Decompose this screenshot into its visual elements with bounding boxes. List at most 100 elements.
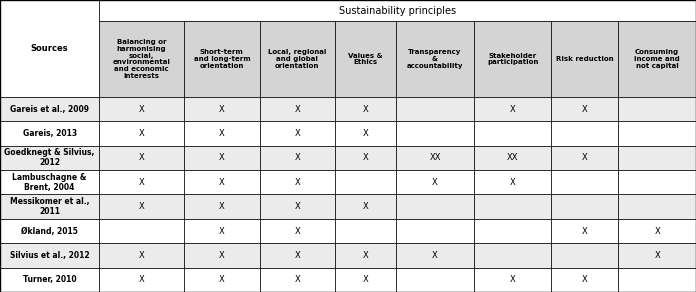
Bar [260, 194, 335, 219]
Bar [100, 194, 184, 219]
Bar [184, 146, 260, 170]
Text: X: X [582, 227, 588, 236]
Bar [184, 21, 260, 97]
Bar [260, 267, 335, 292]
Bar [0, 170, 100, 194]
Bar [260, 170, 335, 194]
Text: Local, regional
and global
orientation: Local, regional and global orientation [268, 49, 326, 69]
Bar [335, 243, 396, 267]
Bar [260, 146, 335, 170]
Text: Lambuschagne &
Brent, 2004: Lambuschagne & Brent, 2004 [13, 173, 87, 192]
Bar [184, 97, 260, 121]
Bar [260, 97, 335, 121]
Bar [184, 170, 260, 194]
Bar [551, 21, 618, 97]
Text: X: X [509, 178, 516, 187]
Bar [396, 267, 474, 292]
Text: X: X [139, 251, 145, 260]
Bar [260, 243, 335, 267]
Bar [396, 97, 474, 121]
Text: X: X [363, 251, 368, 260]
Bar [474, 21, 551, 97]
Bar [0, 219, 100, 243]
Bar [618, 146, 696, 170]
Text: X: X [294, 275, 300, 284]
Text: X: X [139, 129, 145, 138]
Text: Values &
Ethics: Values & Ethics [348, 53, 383, 65]
Bar [396, 219, 474, 243]
Text: X: X [294, 129, 300, 138]
Text: X: X [432, 251, 438, 260]
Bar [618, 21, 696, 97]
Bar [184, 243, 260, 267]
Text: Consuming
income and
not capital: Consuming income and not capital [634, 49, 680, 69]
Bar [474, 97, 551, 121]
Bar [474, 146, 551, 170]
Bar [335, 21, 396, 97]
Text: XX: XX [429, 153, 441, 162]
Text: X: X [139, 275, 145, 284]
Bar [474, 170, 551, 194]
Text: X: X [219, 129, 225, 138]
Bar [184, 219, 260, 243]
Bar [551, 194, 618, 219]
Text: Gareis et al., 2009: Gareis et al., 2009 [10, 105, 89, 114]
Bar [0, 194, 100, 219]
Text: X: X [294, 251, 300, 260]
Text: X: X [219, 105, 225, 114]
Text: X: X [294, 202, 300, 211]
Text: Balancing or
harmonising
social,
environmental
and economic
interests: Balancing or harmonising social, environ… [113, 39, 171, 79]
Text: X: X [139, 178, 145, 187]
Bar [260, 219, 335, 243]
Bar [335, 170, 396, 194]
Bar [474, 194, 551, 219]
Text: X: X [582, 153, 588, 162]
Text: X: X [139, 105, 145, 114]
Text: X: X [219, 227, 225, 236]
Bar [100, 267, 184, 292]
Bar [100, 219, 184, 243]
Bar [474, 243, 551, 267]
Text: Turner, 2010: Turner, 2010 [23, 275, 77, 284]
Text: XX: XX [507, 153, 519, 162]
Text: Gareis, 2013: Gareis, 2013 [22, 129, 77, 138]
Text: Messikomer et al.,
2011: Messikomer et al., 2011 [10, 197, 89, 216]
Bar [260, 121, 335, 146]
Text: X: X [219, 275, 225, 284]
Bar [0, 267, 100, 292]
Bar [396, 170, 474, 194]
Bar [335, 97, 396, 121]
Text: Short-term
and long-term
orientation: Short-term and long-term orientation [193, 49, 250, 69]
Bar [0, 146, 100, 170]
Text: Sources: Sources [31, 44, 68, 53]
Bar [100, 243, 184, 267]
Bar [100, 121, 184, 146]
Text: X: X [219, 251, 225, 260]
Text: Goedknegt & Silvius,
2012: Goedknegt & Silvius, 2012 [4, 148, 95, 167]
Text: X: X [509, 275, 516, 284]
Bar [396, 243, 474, 267]
Bar [618, 121, 696, 146]
Text: X: X [582, 105, 588, 114]
Text: X: X [294, 178, 300, 187]
Bar [335, 121, 396, 146]
Bar [184, 121, 260, 146]
Bar [474, 267, 551, 292]
Text: X: X [363, 129, 368, 138]
Bar [0, 243, 100, 267]
Text: Risk reduction: Risk reduction [556, 56, 614, 62]
Bar [335, 194, 396, 219]
Bar [551, 219, 618, 243]
Text: X: X [582, 275, 588, 284]
Bar [100, 170, 184, 194]
Text: X: X [432, 178, 438, 187]
Text: X: X [363, 275, 368, 284]
Text: X: X [654, 251, 660, 260]
Bar [396, 146, 474, 170]
Bar [184, 194, 260, 219]
Text: X: X [139, 202, 145, 211]
Bar [0, 121, 100, 146]
Bar [0, 0, 100, 97]
Bar [618, 194, 696, 219]
Text: X: X [654, 227, 660, 236]
